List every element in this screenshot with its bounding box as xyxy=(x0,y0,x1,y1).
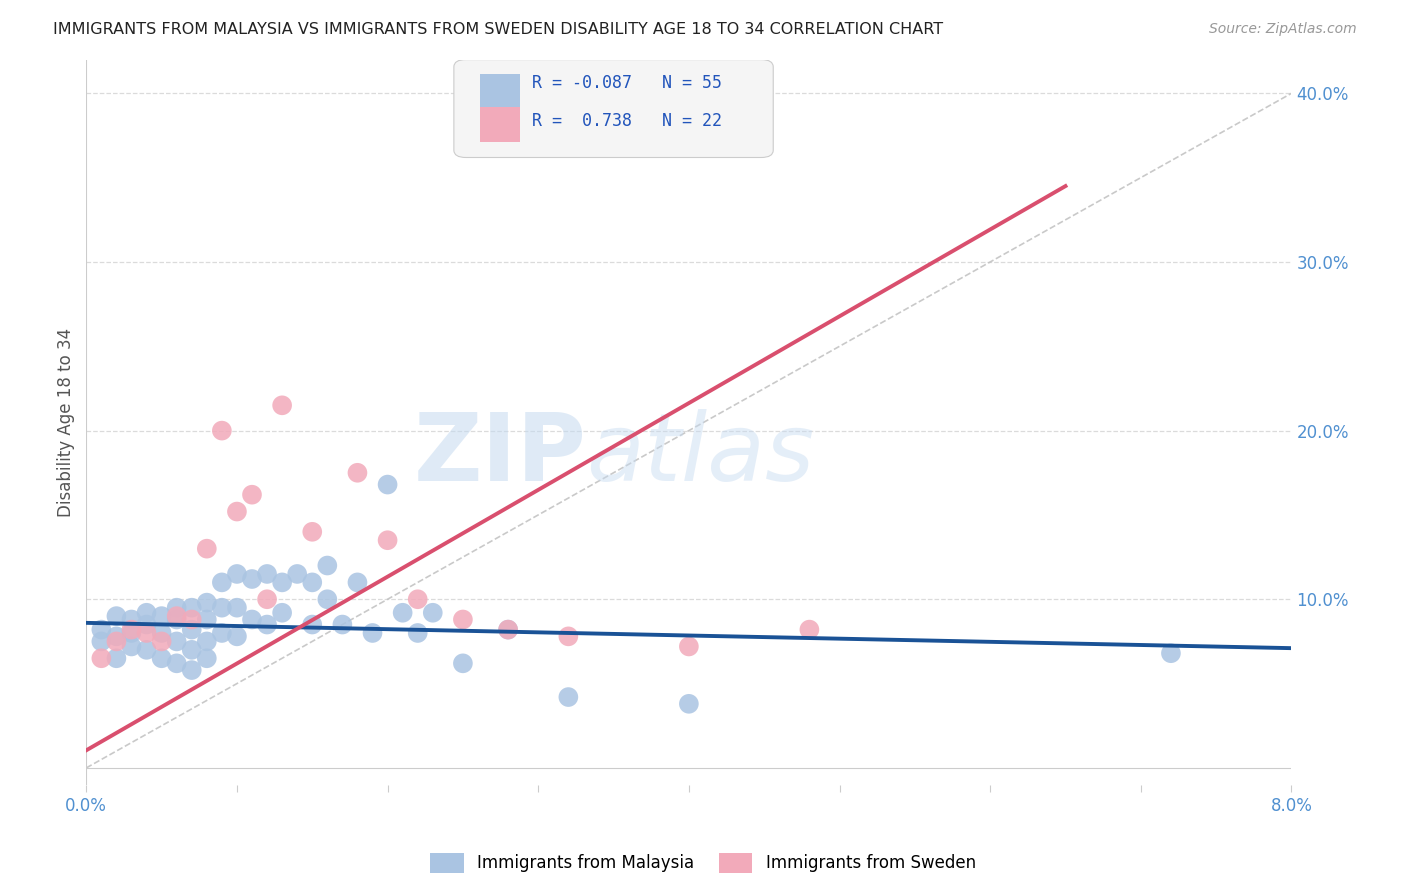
Point xyxy=(377,533,399,548)
Point xyxy=(678,640,700,654)
Point xyxy=(121,612,143,626)
Point xyxy=(135,606,157,620)
Point xyxy=(150,626,173,640)
Point xyxy=(150,651,173,665)
Point xyxy=(105,634,128,648)
Text: R = -0.087   N = 55: R = -0.087 N = 55 xyxy=(533,74,723,92)
Point xyxy=(346,466,368,480)
Point xyxy=(256,617,278,632)
Point xyxy=(391,606,413,620)
Point xyxy=(406,626,429,640)
Point xyxy=(496,623,519,637)
Point xyxy=(195,612,218,626)
Point xyxy=(557,690,579,704)
Point xyxy=(226,629,249,643)
Point xyxy=(195,651,218,665)
Point xyxy=(240,572,263,586)
Point xyxy=(105,609,128,624)
Point xyxy=(316,558,339,573)
Point xyxy=(150,609,173,624)
Point xyxy=(301,617,323,632)
Point xyxy=(135,626,157,640)
Point xyxy=(180,600,202,615)
Point xyxy=(301,575,323,590)
Point xyxy=(166,657,188,671)
Point xyxy=(195,634,218,648)
Point xyxy=(361,626,384,640)
Point xyxy=(180,663,202,677)
Legend: Immigrants from Malaysia, Immigrants from Sweden: Immigrants from Malaysia, Immigrants fro… xyxy=(423,847,983,880)
Text: R =  0.738   N = 22: R = 0.738 N = 22 xyxy=(533,112,723,130)
Point xyxy=(211,626,233,640)
Point xyxy=(451,612,474,626)
Point xyxy=(226,566,249,581)
Text: Source: ZipAtlas.com: Source: ZipAtlas.com xyxy=(1209,22,1357,37)
Point xyxy=(678,697,700,711)
Point xyxy=(226,600,249,615)
Point xyxy=(377,477,399,491)
Point xyxy=(1160,646,1182,660)
Point xyxy=(271,606,294,620)
Point xyxy=(271,398,294,412)
Point xyxy=(211,600,233,615)
Point xyxy=(301,524,323,539)
Point xyxy=(166,634,188,648)
Point xyxy=(422,606,444,620)
Point xyxy=(316,592,339,607)
Point xyxy=(90,634,112,648)
Point xyxy=(799,623,821,637)
Text: IMMIGRANTS FROM MALAYSIA VS IMMIGRANTS FROM SWEDEN DISABILITY AGE 18 TO 34 CORRE: IMMIGRANTS FROM MALAYSIA VS IMMIGRANTS F… xyxy=(53,22,943,37)
Text: atlas: atlas xyxy=(586,409,814,500)
Point xyxy=(180,623,202,637)
Point xyxy=(121,640,143,654)
Point xyxy=(166,609,188,624)
Point xyxy=(346,575,368,590)
Point xyxy=(211,575,233,590)
Point xyxy=(105,651,128,665)
Point xyxy=(90,651,112,665)
Point xyxy=(150,634,173,648)
Point xyxy=(166,600,188,615)
Point xyxy=(211,424,233,438)
Point xyxy=(240,488,263,502)
Point xyxy=(180,612,202,626)
Point xyxy=(90,623,112,637)
FancyBboxPatch shape xyxy=(481,107,520,142)
Point xyxy=(135,643,157,657)
Y-axis label: Disability Age 18 to 34: Disability Age 18 to 34 xyxy=(58,327,75,516)
Point xyxy=(135,617,157,632)
Point xyxy=(226,504,249,518)
Point xyxy=(121,623,143,637)
Point xyxy=(256,592,278,607)
Point xyxy=(240,612,263,626)
Point xyxy=(406,592,429,607)
Point xyxy=(180,643,202,657)
Point xyxy=(195,596,218,610)
FancyBboxPatch shape xyxy=(454,60,773,158)
Point xyxy=(271,575,294,590)
Point xyxy=(166,612,188,626)
Point xyxy=(496,623,519,637)
Point xyxy=(557,629,579,643)
Point xyxy=(451,657,474,671)
Point xyxy=(332,617,354,632)
Point xyxy=(121,626,143,640)
Point xyxy=(256,566,278,581)
Point xyxy=(195,541,218,556)
Point xyxy=(285,566,308,581)
Point xyxy=(105,629,128,643)
FancyBboxPatch shape xyxy=(481,74,520,109)
Text: ZIP: ZIP xyxy=(413,409,586,500)
